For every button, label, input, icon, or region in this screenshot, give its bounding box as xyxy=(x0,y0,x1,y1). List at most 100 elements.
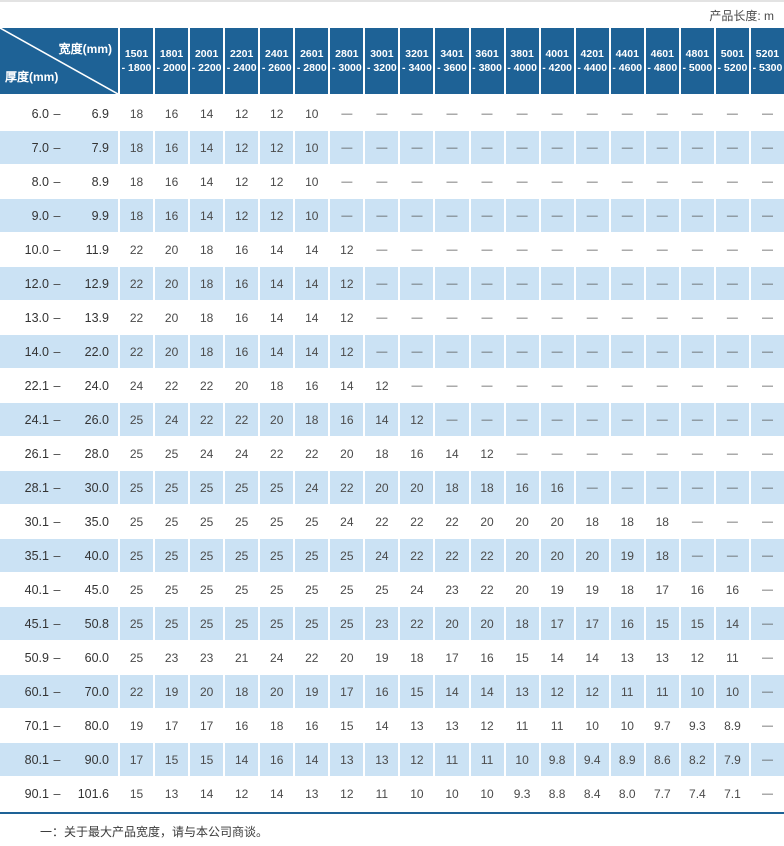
table-row: 26.1–28.0 25 25 24 24 22 22 20 18 16 14 12— — — — — — — — xyxy=(0,437,784,470)
length-cell: 14 xyxy=(260,777,294,810)
length-cell: 8.0 xyxy=(610,777,644,810)
table-row: 13.0–13.9 22 20 18 16 14 14 12— — — — — — — — — — — — xyxy=(0,301,784,334)
length-cell: 18 xyxy=(190,233,224,266)
length-cell: 18 xyxy=(190,267,224,300)
length-cell: 12 xyxy=(225,199,259,232)
length-cell: 25 xyxy=(155,539,189,572)
length-cell-empty: — xyxy=(400,131,434,164)
length-cell: 20 xyxy=(575,539,609,572)
length-cell-empty: — xyxy=(750,267,784,300)
length-cell: 14 xyxy=(435,437,469,470)
length-cell-empty: — xyxy=(645,301,679,334)
length-cell: 14 xyxy=(260,233,294,266)
length-cell: 25 xyxy=(260,573,294,606)
length-cell: 14 xyxy=(575,641,609,674)
length-cell: 9.4 xyxy=(575,743,609,776)
length-cell: 12 xyxy=(330,267,364,300)
length-cell: 12 xyxy=(260,97,294,130)
length-cell-empty: — xyxy=(575,199,609,232)
length-cell-empty: — xyxy=(645,97,679,130)
length-cell-empty: — xyxy=(750,131,784,164)
length-cell: 8.9 xyxy=(715,709,749,742)
table-row: 80.1–90.0 17 15 15 14 16 14 13 13 12 11 11 10 9.8 9.4 8… xyxy=(0,743,784,776)
length-cell-empty: — xyxy=(540,131,574,164)
length-cell: 18 xyxy=(400,641,434,674)
length-cell-empty: — xyxy=(680,131,714,164)
length-cell-empty: — xyxy=(470,403,504,436)
thickness-range-label: 22.1–24.0 xyxy=(0,369,118,402)
length-cell: 22 xyxy=(120,675,154,708)
length-cell: 20 xyxy=(260,403,294,436)
length-cell-empty: — xyxy=(750,199,784,232)
length-cell-empty: — xyxy=(610,165,644,198)
length-cell: 23 xyxy=(365,607,399,640)
length-cell-empty: — xyxy=(750,437,784,470)
length-cell: 22 xyxy=(120,267,154,300)
length-cell: 25 xyxy=(120,539,154,572)
length-cell-empty: — xyxy=(435,403,469,436)
length-cell: 14 xyxy=(225,743,259,776)
length-cell: 18 xyxy=(260,369,294,402)
length-cell: 20 xyxy=(470,505,504,538)
length-cell: 22 xyxy=(365,505,399,538)
table-row: 40.1–45.0 25 25 25 25 25 25 25 25 24 23 22 20 19 19 18 1… xyxy=(0,573,784,606)
length-cell-empty: — xyxy=(715,471,749,504)
length-cell: 16 xyxy=(155,131,189,164)
thickness-range-label: 24.1–26.0 xyxy=(0,403,118,436)
thickness-range-label: 30.1–35.0 xyxy=(0,505,118,538)
length-cell: 22 xyxy=(190,369,224,402)
length-cell-empty: — xyxy=(750,743,784,776)
table-row: 14.0–22.0 22 20 18 16 14 14 12— — — — — — — — — — — — xyxy=(0,335,784,368)
length-cell: 25 xyxy=(155,573,189,606)
length-cell: 12 xyxy=(225,165,259,198)
length-cell: 12 xyxy=(680,641,714,674)
length-cell: 15 xyxy=(190,743,224,776)
length-cell: 25 xyxy=(365,573,399,606)
length-cell: 22 xyxy=(435,505,469,538)
length-cell: 16 xyxy=(505,471,539,504)
diagonal-header-cell: 宽度(mm) 厚度(mm) xyxy=(0,28,118,94)
length-cell-empty: — xyxy=(505,165,539,198)
length-cell-empty: — xyxy=(680,505,714,538)
length-cell: 14 xyxy=(330,369,364,402)
length-cell: 10 xyxy=(575,709,609,742)
length-cell: 12 xyxy=(330,335,364,368)
length-cell: 10 xyxy=(610,709,644,742)
length-cell: 18 xyxy=(120,199,154,232)
length-cell: 18 xyxy=(470,471,504,504)
length-cell: 12 xyxy=(260,165,294,198)
table-row: 10.0–11.9 22 20 18 16 14 14 12— — — — — — — — — — — — xyxy=(0,233,784,266)
length-cell: 14 xyxy=(190,165,224,198)
length-cell-empty: — xyxy=(470,199,504,232)
length-cell: 25 xyxy=(120,505,154,538)
length-cell-empty: — xyxy=(540,437,574,470)
width-range-header: 4801- 5000 xyxy=(680,28,714,94)
length-cell: 23 xyxy=(435,573,469,606)
length-cell-empty: — xyxy=(715,335,749,368)
length-cell-empty: — xyxy=(575,335,609,368)
length-cell: 14 xyxy=(190,97,224,130)
length-cell-empty: — xyxy=(365,131,399,164)
length-cell: 18 xyxy=(260,709,294,742)
length-cell: 14 xyxy=(190,131,224,164)
width-range-header: 3601- 3800 xyxy=(470,28,504,94)
width-range-header: 2201- 2400 xyxy=(225,28,259,94)
length-cell-empty: — xyxy=(750,369,784,402)
length-cell: 16 xyxy=(155,199,189,232)
width-range-header: 5201- 5300 xyxy=(750,28,784,94)
length-cell-empty: — xyxy=(750,335,784,368)
length-cell-empty: — xyxy=(680,403,714,436)
length-cell-empty: — xyxy=(750,641,784,674)
length-cell: 10 xyxy=(400,777,434,810)
width-range-header: 4201- 4400 xyxy=(575,28,609,94)
length-cell: 7.7 xyxy=(645,777,679,810)
length-cell: 25 xyxy=(120,641,154,674)
thickness-range-label: 26.1–28.0 xyxy=(0,437,118,470)
length-cell: 24 xyxy=(295,471,329,504)
length-cell: 11 xyxy=(505,709,539,742)
length-cell-empty: — xyxy=(610,131,644,164)
length-cell: 24 xyxy=(225,437,259,470)
length-cell: 22 xyxy=(120,301,154,334)
length-cell-empty: — xyxy=(540,335,574,368)
footnote: 一：关于最大产品宽度，请与本公司商谈。 xyxy=(40,825,269,839)
